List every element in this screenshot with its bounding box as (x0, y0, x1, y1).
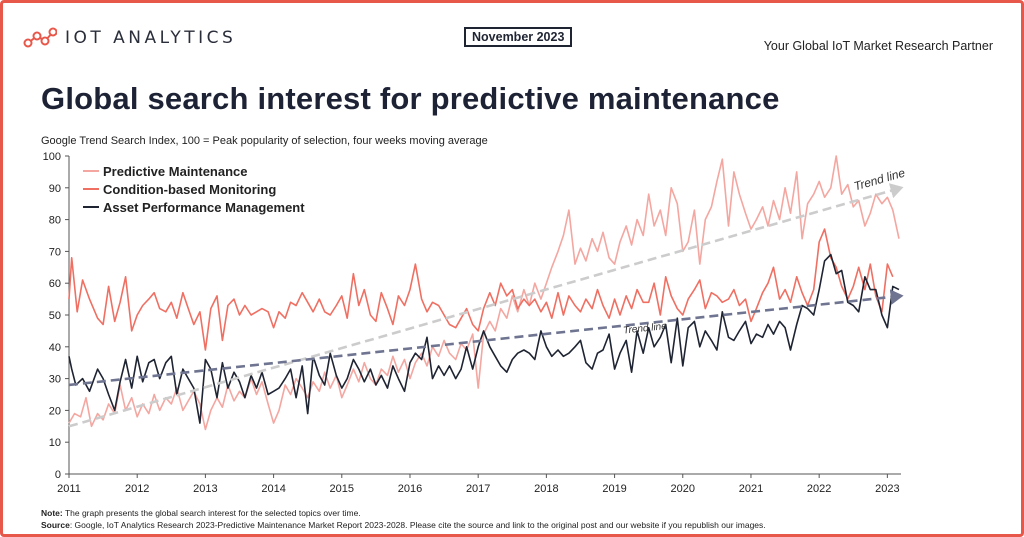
x-tick-label: 2018 (534, 483, 558, 495)
x-tick-label: 2019 (602, 483, 626, 495)
trend-line-0 (68, 183, 904, 428)
series-line-condition-based-monitoring (68, 228, 894, 351)
page-title: Global search interest for predictive ma… (41, 81, 780, 116)
x-tick-label: 2020 (671, 483, 695, 495)
x-tick-label: 2015 (330, 483, 354, 495)
tagline: Your Global IoT Market Research Partner (763, 39, 993, 53)
line-chart: 0 10 20 30 40 50 60 70 80 90 100 2011 2012 2013 2014 20… (43, 151, 907, 495)
y-tick-label: 100 (43, 151, 61, 163)
source-line: Source: Google, IoT Analytics Research 2… (41, 519, 766, 531)
legend-label: Predictive Maintenance (103, 164, 248, 179)
logo-text: IOT ANALYTICS (65, 28, 237, 48)
x-tick-label: 2014 (261, 483, 285, 495)
x-tick-label: 2013 (193, 483, 217, 495)
y-tick-label: 70 (49, 246, 61, 258)
x-tick-label: 2023 (875, 483, 899, 495)
y-tick-label: 30 (49, 374, 61, 386)
logo: IOT ANALYTICS (23, 27, 236, 49)
x-tick-label: 2022 (807, 483, 831, 495)
source-label: Source (41, 520, 70, 530)
y-tick-label: 90 (49, 183, 61, 195)
source-text: : Google, IoT Analytics Research 2023-Pr… (69, 520, 766, 530)
note-label: Note: (41, 508, 63, 518)
y-tick-label: 40 (49, 342, 61, 354)
legend-label: Asset Performance Management (103, 200, 305, 215)
chart-subtitle: Google Trend Search Index, 100 = Peak po… (41, 135, 488, 147)
x-tick-label: 2021 (739, 483, 763, 495)
x-tick-label: 2017 (466, 483, 490, 495)
trend-line-label: Trend line (623, 321, 668, 337)
date-badge: November 2023 (464, 27, 573, 47)
x-tick-label: 2016 (398, 483, 422, 495)
series-line-predictive-maintenance (68, 155, 900, 431)
x-tick-label: 2012 (125, 483, 149, 495)
y-tick-label: 10 (49, 437, 61, 449)
network-logo-icon (23, 27, 57, 48)
note-text: The graph presents the global search int… (62, 508, 361, 518)
legend-label: Condition-based Monitoring (103, 182, 276, 197)
chart-legend: Predictive Maintenance Condition-based Mo… (83, 164, 305, 215)
x-tick-label: 2011 (57, 483, 81, 495)
footnote: Note: The graph presents the global sear… (41, 507, 766, 531)
y-tick-label: 60 (49, 278, 61, 290)
trend-line-1 (68, 289, 904, 387)
series-layer (68, 155, 900, 431)
y-tick-label: 0 (55, 469, 61, 481)
y-tick-label: 80 (49, 215, 61, 227)
note-line: Note: The graph presents the global sear… (41, 507, 766, 519)
y-tick-label: 20 (49, 405, 61, 417)
y-tick-label: 50 (49, 310, 61, 322)
chart-axes: 0 10 20 30 40 50 60 70 80 90 100 2011 2012 2013 2014 20… (43, 151, 901, 495)
series-line-asset-performance-management (68, 253, 900, 424)
